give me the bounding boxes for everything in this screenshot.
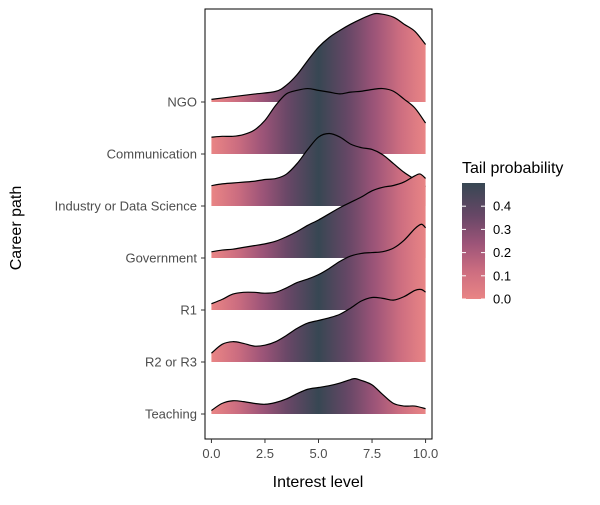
x-axis-title: Interest level: [273, 474, 364, 491]
ridge-outline: [211, 378, 426, 411]
ridge-ngo: [211, 12, 427, 103]
ridge-r1: [211, 223, 427, 310]
legend: Tail probability 0.0 0.1 0.2 0.3 0.4: [462, 160, 563, 307]
y-tick-label: Communication: [107, 147, 197, 162]
ridge-outline: [211, 223, 427, 305]
y-axis-ticks: NGO Communication Industry or Data Science…: [55, 95, 205, 422]
ridge-fill: [211, 289, 426, 362]
x-tick-label: 7.5: [363, 446, 381, 461]
ridge-communication: [211, 87, 427, 154]
y-tick-label: Government: [125, 251, 197, 266]
ridge-fill: [211, 224, 426, 310]
ridge-industry-or-data-science: [211, 132, 426, 206]
legend-tick-label: 0.3: [493, 222, 511, 237]
x-tick-label: 5.0: [309, 446, 327, 461]
ridge-fill: [211, 173, 426, 258]
ridge-outline: [211, 173, 426, 253]
legend-ticks: 0.0 0.1 0.2 0.3 0.4: [462, 199, 511, 307]
y-tick-label: Teaching: [145, 407, 197, 422]
legend-tick-label: 0.4: [493, 199, 511, 214]
ridges-layer: [211, 12, 427, 414]
ridge-outline: [211, 288, 426, 354]
y-tick-label: NGO: [167, 95, 197, 110]
ridge-outline: [211, 87, 427, 138]
x-axis-ticks: 0.0 2.5 5.0 7.5 10.0: [202, 439, 438, 461]
y-tick-label: Industry or Data Science: [55, 199, 197, 214]
x-tick-label: 0.0: [202, 446, 220, 461]
ridge-government: [211, 173, 426, 258]
ridge-outline: [211, 132, 426, 188]
ridge-teaching: [211, 378, 426, 414]
x-tick-label: 2.5: [256, 446, 274, 461]
legend-title: Tail probability: [462, 160, 563, 177]
x-tick-label: 10.0: [413, 446, 438, 461]
y-tick-label: R1: [180, 303, 197, 318]
legend-tick-label: 0.0: [493, 292, 511, 307]
y-axis-title: Career path: [8, 186, 25, 271]
ridge-fill: [211, 13, 426, 103]
ridge-fill: [211, 378, 426, 414]
legend-tick-label: 0.2: [493, 245, 511, 260]
legend-colorbar: [462, 183, 485, 299]
ridge-fill: [211, 88, 426, 154]
legend-tick-label: 0.1: [493, 268, 511, 283]
ridge-fill: [211, 133, 426, 206]
ridge-outline: [211, 12, 427, 100]
ridge-r2-or-r3: [211, 288, 426, 362]
y-tick-label: R2 or R3: [145, 355, 197, 370]
